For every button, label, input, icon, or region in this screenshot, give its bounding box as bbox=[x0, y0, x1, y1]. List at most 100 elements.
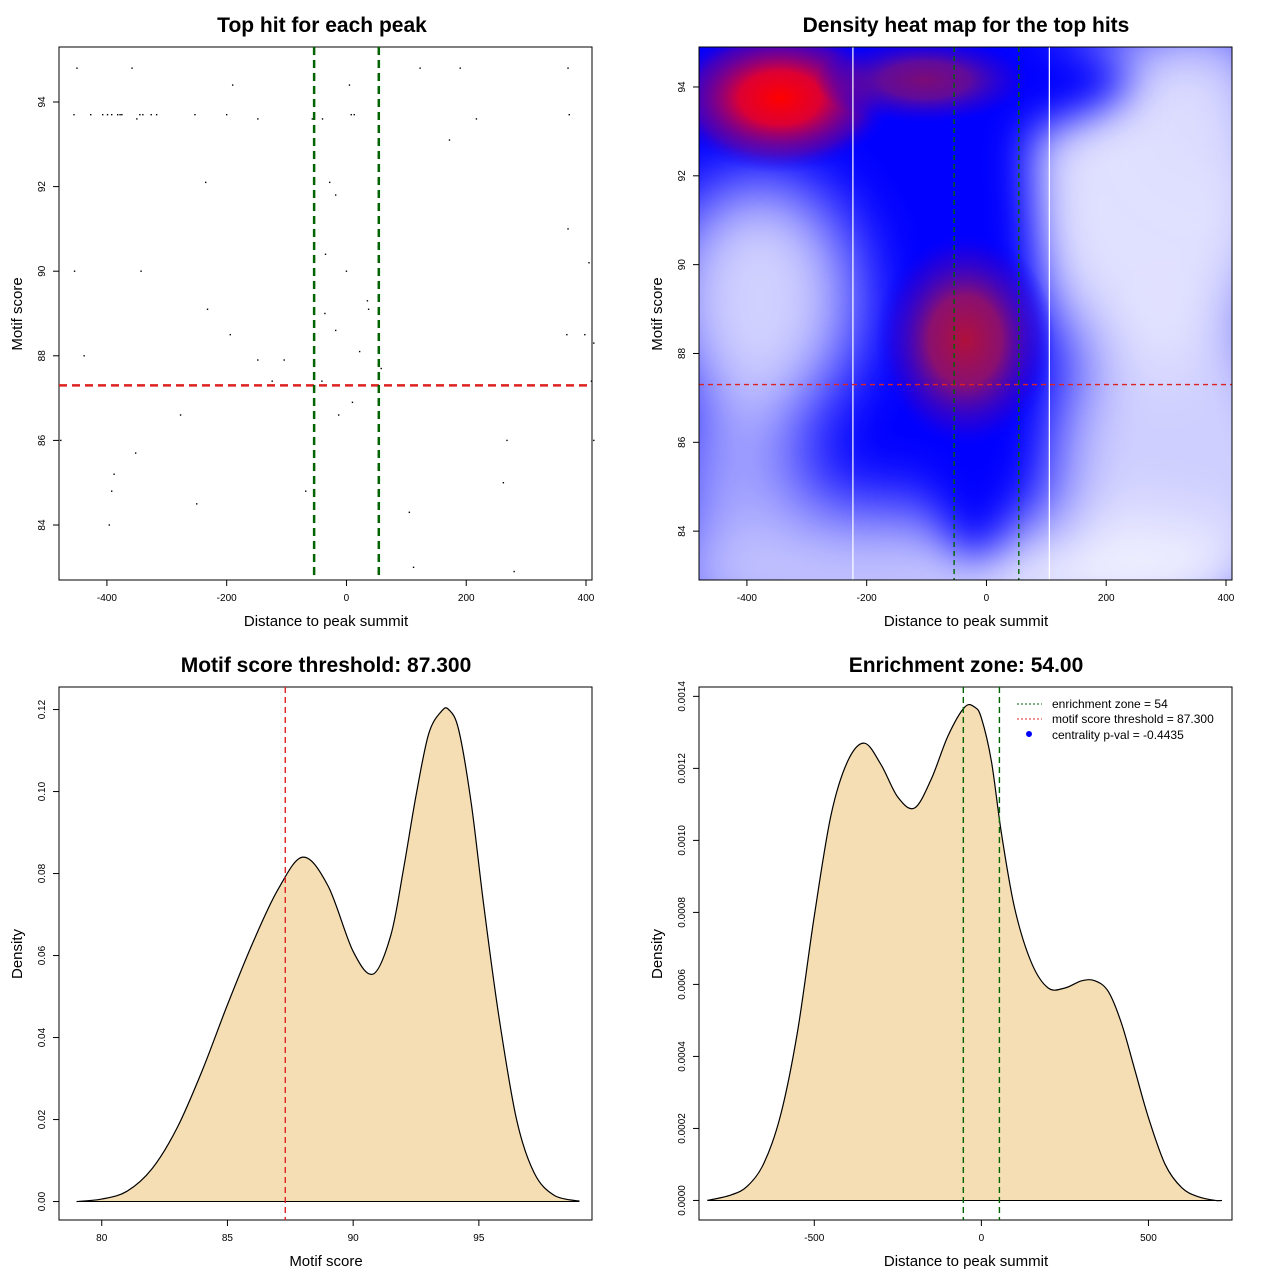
x-tick-label: 80 bbox=[96, 1233, 108, 1244]
heatmap-field bbox=[699, 47, 1232, 580]
y-tick-label: 84 bbox=[37, 519, 48, 531]
y-tick-label: 0.0002 bbox=[677, 1113, 688, 1144]
data-point bbox=[140, 270, 142, 272]
data-point bbox=[196, 503, 198, 505]
y-tick-label: 0.00 bbox=[37, 1191, 48, 1211]
data-point bbox=[351, 401, 354, 404]
plot-frame bbox=[698, 46, 1233, 581]
data-point bbox=[367, 308, 370, 310]
panel-title: Enrichment zone: 54.00 bbox=[849, 654, 1084, 677]
panel-top-hit-scatter: Top hit for each peak -400 -200 0 200 400 84 8… bbox=[9, 14, 595, 630]
data-point bbox=[60, 439, 62, 442]
x-tick-label: 400 bbox=[578, 593, 595, 604]
x-tick-label: 0 bbox=[979, 1233, 985, 1244]
x-tick-label: 85 bbox=[222, 1233, 234, 1244]
data-point bbox=[90, 113, 92, 116]
data-point bbox=[590, 380, 593, 382]
y-axis-label: Density bbox=[9, 928, 26, 979]
data-point bbox=[83, 355, 85, 357]
data-point bbox=[139, 113, 141, 116]
x-tick-label: -500 bbox=[804, 1233, 824, 1244]
data-point bbox=[328, 181, 331, 184]
y-tick-label: 0.0004 bbox=[677, 1041, 688, 1072]
data-point bbox=[102, 113, 104, 116]
data-point bbox=[108, 524, 111, 526]
x-axis-label: Distance to peak summit bbox=[884, 1253, 1049, 1270]
y-tick-label: 0.0012 bbox=[677, 753, 688, 784]
data-point bbox=[324, 253, 327, 255]
data-point bbox=[225, 113, 228, 116]
heatmap-hotspot bbox=[875, 230, 1055, 450]
x-tick-label: 90 bbox=[348, 1233, 360, 1244]
data-point bbox=[334, 194, 337, 196]
data-point bbox=[584, 333, 586, 336]
x-tick-label: -200 bbox=[217, 593, 237, 604]
data-point bbox=[121, 113, 123, 116]
heatmap-hotspot bbox=[815, 47, 1035, 125]
legend-label: enrichment zone = 54 bbox=[1052, 697, 1168, 711]
data-point bbox=[155, 113, 158, 116]
x-tick-label: 500 bbox=[1140, 1233, 1157, 1244]
plot-area: -400 -200 0 200 400 84 86 88 90 92 94 bbox=[37, 46, 595, 604]
y-tick-label: 90 bbox=[37, 265, 48, 277]
data-point bbox=[353, 113, 355, 116]
data-point bbox=[73, 270, 76, 272]
data-point bbox=[345, 270, 348, 272]
heatmap-pale-region bbox=[699, 180, 855, 420]
data-point bbox=[179, 414, 182, 416]
data-point bbox=[271, 380, 273, 382]
data-point bbox=[119, 113, 121, 116]
data-point bbox=[73, 113, 75, 116]
data-point bbox=[206, 308, 209, 310]
data-point bbox=[567, 228, 569, 230]
density-curve bbox=[707, 703, 1222, 1202]
panel-density-heatmap: Density heat map for the top hits bbox=[649, 14, 1235, 630]
panel-title: Motif score threshold: 87.300 bbox=[181, 654, 472, 677]
y-tick-label: 86 bbox=[677, 436, 688, 448]
data-point bbox=[513, 570, 515, 573]
x-tick-label: 0 bbox=[984, 593, 990, 604]
x-axis-label: Distance to peak summit bbox=[244, 613, 409, 630]
y-tick-label: 0.0010 bbox=[677, 825, 688, 856]
y-tick-label: 88 bbox=[37, 350, 48, 362]
panel-title: Density heat map for the top hits bbox=[803, 14, 1130, 37]
y-axis-label: Motif score bbox=[649, 277, 666, 350]
data-point bbox=[448, 139, 451, 141]
y-tick-label: 88 bbox=[677, 347, 688, 359]
y-tick-label: 86 bbox=[37, 434, 48, 446]
data-point bbox=[257, 359, 259, 361]
y-tick-label: 0.12 bbox=[37, 699, 48, 719]
x-axis-label: Motif score bbox=[289, 1253, 362, 1270]
legend-label: centrality p-val = -0.4435 bbox=[1052, 728, 1184, 742]
heatmap-pale-region bbox=[950, 520, 1232, 580]
plot-frame bbox=[58, 686, 593, 1221]
y-tick-label: 0.04 bbox=[37, 1027, 48, 1047]
data-point bbox=[348, 84, 351, 86]
legend: enrichment zone = 54 motif score thresho… bbox=[1017, 697, 1214, 742]
data-point bbox=[475, 118, 478, 120]
y-tick-label: 0.0000 bbox=[677, 1185, 688, 1216]
x-tick-label: 200 bbox=[458, 593, 475, 604]
data-point bbox=[358, 350, 361, 353]
data-point bbox=[311, 118, 314, 120]
data-point bbox=[380, 367, 382, 370]
data-point bbox=[106, 113, 109, 116]
data-point bbox=[111, 113, 113, 116]
data-point bbox=[350, 113, 352, 116]
data-point bbox=[134, 452, 137, 454]
data-point bbox=[408, 511, 411, 514]
y-axis-label: Motif score bbox=[9, 277, 26, 350]
data-point bbox=[150, 113, 152, 116]
x-tick-label: -400 bbox=[737, 593, 757, 604]
plot-frame bbox=[698, 686, 1233, 1221]
data-point bbox=[593, 439, 595, 442]
y-tick-label: 0.0014 bbox=[677, 681, 688, 712]
x-tick-label: 0 bbox=[344, 593, 350, 604]
data-point bbox=[113, 473, 115, 475]
y-tick-label: 0.0006 bbox=[677, 969, 688, 1000]
data-point bbox=[588, 262, 590, 264]
y-tick-label: 90 bbox=[677, 259, 688, 271]
data-point bbox=[229, 333, 231, 336]
